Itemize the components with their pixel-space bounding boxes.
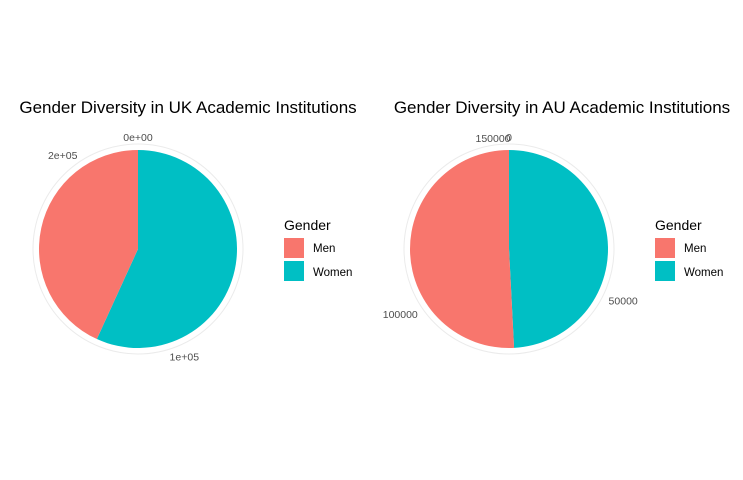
uk-legend: Gender Men Women — [284, 217, 352, 281]
uk-tick-labels: 0e+00 1e+05 2e+05 — [48, 132, 199, 363]
uk-pie — [32, 143, 244, 355]
au-gender-chart: Gender Diversity in AU Academic Institut… — [383, 98, 730, 355]
chart-title: Gender Diversity in UK Academic Institut… — [19, 98, 356, 117]
legend-label-men: Men — [313, 243, 335, 255]
pie-slice-women — [509, 150, 609, 348]
legend-title: Gender — [655, 217, 702, 233]
legend-swatch-men — [284, 238, 304, 258]
uk-gender-chart: Gender Diversity in UK Academic Institut… — [19, 98, 356, 363]
tick-label: 0e+00 — [123, 132, 153, 144]
legend-title: Gender — [284, 217, 331, 233]
chart-title: Gender Diversity in AU Academic Institut… — [394, 98, 730, 117]
legend-label-men: Men — [684, 243, 706, 255]
legend-label-women: Women — [684, 267, 723, 279]
tick-label: 0 — [506, 132, 512, 144]
legend-swatch-men — [655, 238, 675, 258]
legend-swatch-women — [284, 261, 304, 281]
pie-slice-men — [39, 150, 139, 340]
au-tick-labels: 0 50000 100000 150000 — [383, 132, 638, 321]
tick-label: 1e+05 — [170, 351, 200, 363]
tick-label: 150000 — [475, 133, 510, 145]
tick-label: 100000 — [383, 309, 418, 321]
au-pie — [403, 143, 615, 355]
legend-swatch-women — [655, 261, 675, 281]
tick-label: 50000 — [609, 295, 638, 307]
au-legend: Gender Men Women — [655, 217, 723, 281]
polar-grid-circle — [32, 143, 244, 355]
tick-label: 2e+05 — [48, 150, 78, 162]
pie-slice-men — [410, 150, 515, 348]
polar-grid-circle — [403, 143, 615, 355]
legend-label-women: Women — [313, 267, 352, 279]
pie-slice-women — [96, 150, 238, 348]
